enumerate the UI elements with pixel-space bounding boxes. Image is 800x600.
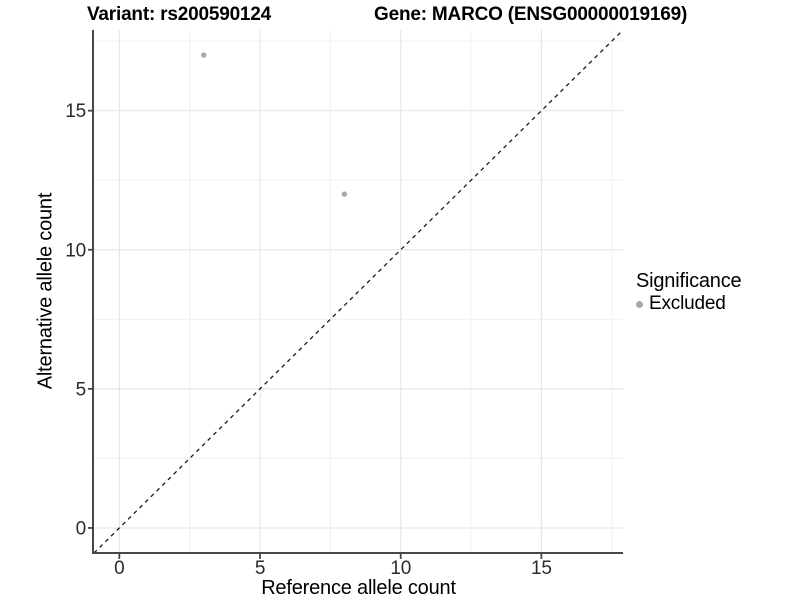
plot-title-gene: Gene: MARCO (ENSG00000019169)	[374, 4, 688, 25]
plot-title-variant: Variant: rs200590124	[87, 4, 272, 25]
legend-point-icon	[636, 300, 643, 308]
y-tick-label: 0	[76, 518, 86, 539]
data-point	[341, 191, 348, 197]
data-point	[201, 52, 207, 58]
legend: Significance Excluded	[636, 270, 742, 315]
x-tick-label: 5	[255, 558, 265, 579]
x-tick-label: 0	[114, 558, 124, 579]
y-tick-label: 5	[76, 379, 86, 400]
x-tick-label: 10	[390, 558, 411, 579]
x-tick-label: 15	[531, 558, 552, 579]
legend-item-label: Excluded	[649, 293, 726, 314]
y-axis-title: Alternative allele count	[34, 192, 57, 390]
y-tick-label: 15	[65, 101, 86, 122]
identity-line	[93, 29, 624, 554]
y-tick-label: 10	[65, 240, 86, 261]
legend-title: Significance	[636, 270, 742, 292]
legend-item-excluded: Excluded	[636, 293, 741, 315]
x-axis-title: Reference allele count	[261, 577, 456, 599]
